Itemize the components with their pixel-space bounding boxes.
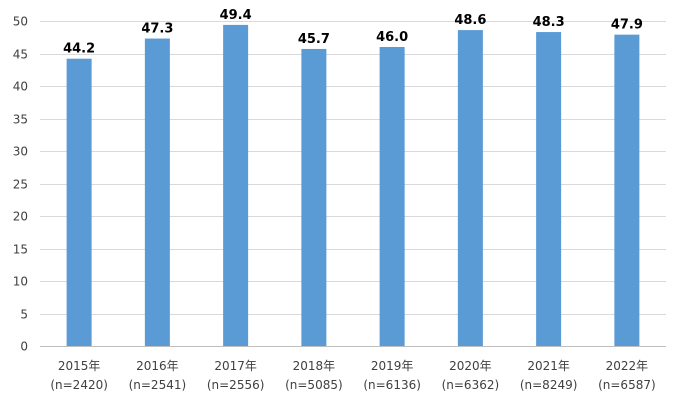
x-category-label: 2020年 bbox=[449, 359, 492, 373]
bar bbox=[144, 38, 170, 347]
data-label: 48.3 bbox=[533, 15, 565, 30]
x-category-label: 2016年 bbox=[136, 359, 179, 373]
x-sample-size-label: (n=6136) bbox=[363, 378, 421, 392]
y-tick-label: 0 bbox=[20, 340, 28, 354]
data-label: 44.2 bbox=[63, 42, 95, 57]
bar bbox=[223, 24, 249, 347]
bar bbox=[614, 34, 640, 347]
y-tick-label: 35 bbox=[13, 113, 28, 127]
y-tick-label: 5 bbox=[20, 308, 28, 322]
bar bbox=[379, 47, 405, 346]
data-label: 47.3 bbox=[141, 22, 173, 37]
bars bbox=[66, 24, 640, 347]
y-tick-label: 10 bbox=[13, 275, 28, 289]
x-sample-size-label: (n=2420) bbox=[50, 378, 108, 392]
y-tick-label: 45 bbox=[13, 48, 28, 62]
x-sample-size-label: (n=6587) bbox=[598, 378, 656, 392]
data-label: 46.0 bbox=[376, 30, 408, 45]
y-tick-label: 20 bbox=[13, 210, 28, 224]
bar bbox=[457, 30, 483, 346]
bar bbox=[301, 48, 327, 346]
data-label: 48.6 bbox=[454, 13, 486, 28]
x-sample-size-label: (n=6362) bbox=[442, 378, 500, 392]
x-category-label: 2018年 bbox=[293, 359, 336, 373]
bar bbox=[536, 32, 562, 347]
data-labels: 44.2 47.3 49.4 45.7 46.0 48.6 48.3 47.9 bbox=[63, 8, 643, 57]
x-sample-size-label: (n=8249) bbox=[520, 378, 578, 392]
data-label: 49.4 bbox=[220, 8, 252, 23]
bar bbox=[66, 58, 92, 346]
y-tick-label: 40 bbox=[13, 80, 28, 94]
x-sample-size-label: (n=5085) bbox=[285, 378, 343, 392]
y-tick-label: 50 bbox=[13, 15, 28, 29]
y-tick-label: 25 bbox=[13, 178, 28, 192]
x-category-label: 2022年 bbox=[606, 359, 649, 373]
y-axis: 0 5 10 15 20 25 30 35 40 45 50 bbox=[13, 15, 28, 354]
x-axis: 2015年 (n=2420) 2016年 (n=2541) 2017年 (n=2556) 2… bbox=[40, 346, 666, 392]
x-category-label: 2021年 bbox=[527, 359, 570, 373]
y-tick-label: 30 bbox=[13, 145, 28, 159]
data-label: 47.9 bbox=[611, 18, 643, 33]
y-tick-label: 15 bbox=[13, 243, 28, 257]
x-sample-size-label: (n=2556) bbox=[207, 378, 265, 392]
gridlines bbox=[40, 21, 666, 315]
data-label: 45.7 bbox=[298, 32, 330, 47]
x-category-label: 2017年 bbox=[214, 359, 257, 373]
x-category-label: 2015年 bbox=[58, 359, 101, 373]
x-category-label: 2019年 bbox=[371, 359, 414, 373]
x-sample-size-label: (n=2541) bbox=[129, 378, 187, 392]
